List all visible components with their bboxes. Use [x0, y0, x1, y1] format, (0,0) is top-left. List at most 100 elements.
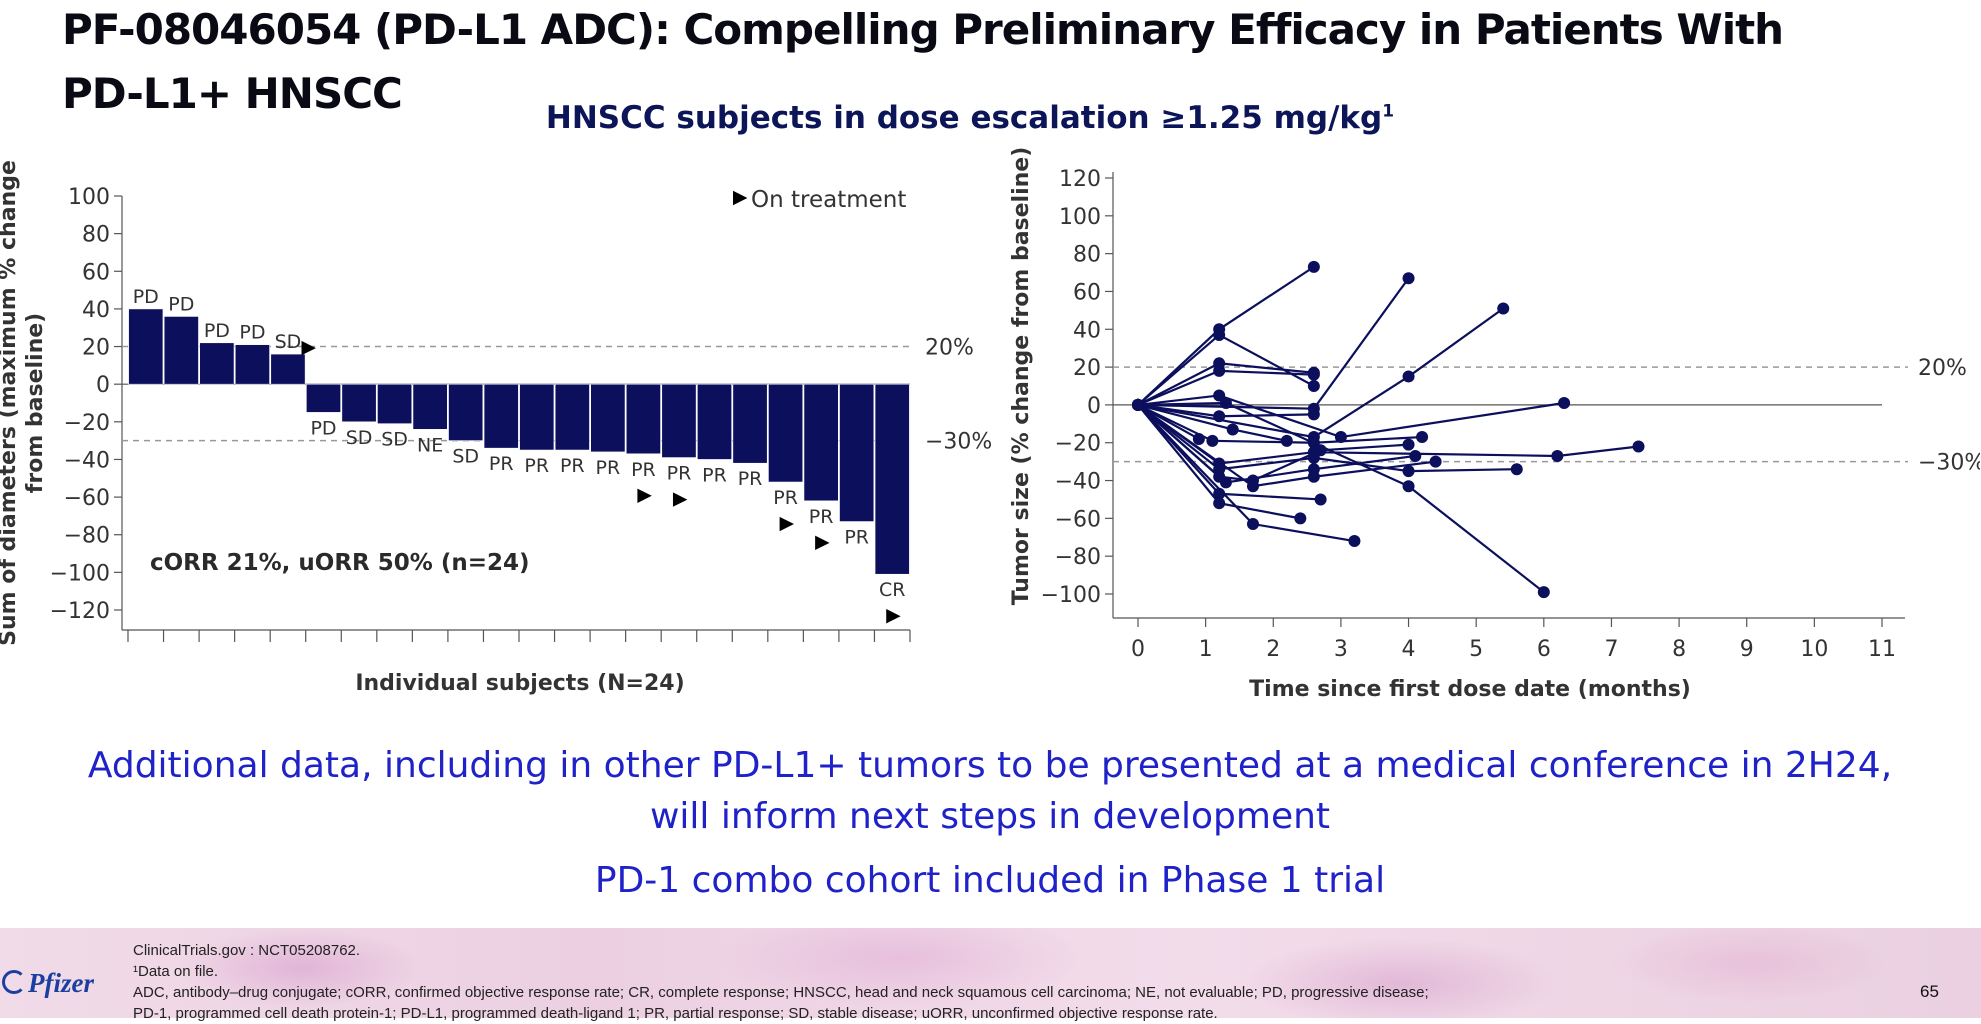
data-point — [1213, 364, 1226, 377]
series-line — [1137, 404, 1416, 484]
bar — [768, 383, 804, 483]
data-point — [1537, 586, 1550, 599]
y-tick-label: 20 — [1073, 356, 1101, 381]
y-axis-label: Tumor size (% change from baseline) — [1009, 147, 1034, 606]
on-treatment-marker — [672, 492, 688, 507]
data-point — [1213, 410, 1226, 423]
bar — [199, 342, 235, 385]
bar — [483, 383, 519, 449]
data-point — [1280, 434, 1293, 447]
bar — [163, 316, 199, 385]
y-tick-label: 120 — [1059, 167, 1101, 192]
y-tick-label: −100 — [50, 561, 110, 586]
response-label: CR — [879, 579, 905, 601]
data-point — [1213, 497, 1226, 510]
data-point — [1402, 272, 1415, 285]
response-label: PR — [596, 457, 621, 479]
data-point — [1510, 463, 1523, 476]
y-tick-label: 40 — [82, 298, 110, 323]
data-point — [1402, 480, 1415, 493]
y-tick-label: 100 — [1059, 205, 1101, 230]
bar — [377, 383, 413, 425]
data-point — [1402, 465, 1415, 478]
y-tick-label: −120 — [50, 599, 110, 624]
bar — [732, 383, 768, 464]
response-label: PD — [168, 293, 194, 315]
y-tick-label: −60 — [1055, 507, 1101, 532]
footnote-line: ADC, antibody–drug conjugate; cORR, conf… — [133, 984, 1429, 1001]
subtitle-footnote-mark: 1 — [1382, 101, 1395, 122]
response-label: SD — [452, 446, 479, 468]
response-label: PR — [738, 468, 763, 490]
data-point — [1558, 397, 1571, 410]
data-point — [1429, 455, 1442, 468]
data-point — [1416, 431, 1429, 444]
on-treatment-marker — [815, 535, 830, 551]
response-label: SD — [381, 429, 408, 451]
response-label: PD — [310, 417, 336, 439]
x-tick-label: 10 — [1800, 637, 1828, 662]
bar — [554, 383, 590, 451]
data-point — [1206, 434, 1219, 447]
x-tick-label: 2 — [1266, 637, 1280, 662]
response-label: PD — [239, 322, 265, 344]
footnote-line: PD-1, programmed cell death protein-1; P… — [133, 1005, 1218, 1022]
data-point — [1307, 368, 1320, 381]
orr-annotation: cORR 21%, uORR 50% (n=24) — [150, 550, 530, 576]
footer: Pfizer ClinicalTrials.gov : NCT05208762.… — [0, 928, 1981, 1022]
data-point — [1497, 302, 1510, 315]
data-point — [1307, 260, 1320, 273]
data-point — [1226, 423, 1239, 436]
bar — [306, 383, 341, 413]
series-line — [1137, 277, 1410, 410]
series-line — [1137, 265, 1315, 406]
x-tick-label: 3 — [1334, 637, 1348, 662]
x-tick-label: 5 — [1469, 637, 1483, 662]
bar — [341, 383, 377, 423]
response-label: PD — [133, 286, 159, 308]
y-tick-label: 80 — [1073, 243, 1101, 268]
data-point — [1551, 449, 1564, 462]
response-label: PD — [204, 320, 230, 342]
logo-text: Pfizer — [28, 968, 94, 998]
key-message-additional-data: Additional data, including in other PD-L… — [87, 745, 1893, 837]
y-tick-label: 80 — [82, 223, 110, 248]
y-tick-label: 60 — [1073, 280, 1101, 305]
y-tick-label: 20 — [82, 336, 110, 361]
response-label: PR — [844, 527, 869, 549]
bar — [803, 383, 839, 502]
pfizer-logo-icon — [2, 970, 26, 994]
data-point — [1219, 476, 1232, 489]
response-label: SD — [346, 427, 373, 449]
data-point — [1132, 398, 1144, 411]
y-tick-label: −80 — [64, 524, 110, 549]
data-point — [1632, 440, 1645, 453]
key-message-combo-cohort: PD-1 combo cohort included in Phase 1 tr… — [594, 860, 1386, 901]
bar — [270, 353, 306, 385]
x-axis-label: Individual subjects (N=24) — [355, 671, 684, 696]
on-treatment-marker — [301, 340, 316, 356]
subtitle-text: HNSCC subjects in dose escalation ≥1.25 … — [545, 100, 1383, 136]
y-tick-label: −20 — [64, 411, 110, 436]
y-tick-label: −100 — [1041, 583, 1101, 608]
x-tick-label: 4 — [1402, 637, 1416, 662]
series-line — [1137, 404, 1436, 488]
data-point — [1246, 480, 1259, 493]
data-point — [1307, 380, 1320, 392]
y-tick-label: 0 — [1087, 394, 1101, 419]
on-treatment-marker — [886, 609, 901, 624]
response-label: PR — [631, 459, 656, 481]
x-tick-label: 0 — [1131, 637, 1145, 662]
bar — [448, 383, 484, 441]
on-treatment-marker — [637, 488, 652, 504]
bar — [874, 383, 910, 575]
x-tick-label: 9 — [1740, 637, 1754, 662]
legend-label: On treatment — [751, 187, 906, 213]
bar — [234, 344, 270, 385]
data-point — [1348, 535, 1361, 548]
pfizer-logo: Pfizer — [2, 968, 94, 999]
spider-plot: 120 100 80 60 40 20 0 −20 −40 −60 −80 −100 0 1 2 3 4 5 6 7 8… — [1009, 147, 1980, 702]
response-label: SD — [275, 331, 302, 353]
data-point — [1314, 493, 1327, 506]
on-treatment-marker — [779, 516, 794, 532]
